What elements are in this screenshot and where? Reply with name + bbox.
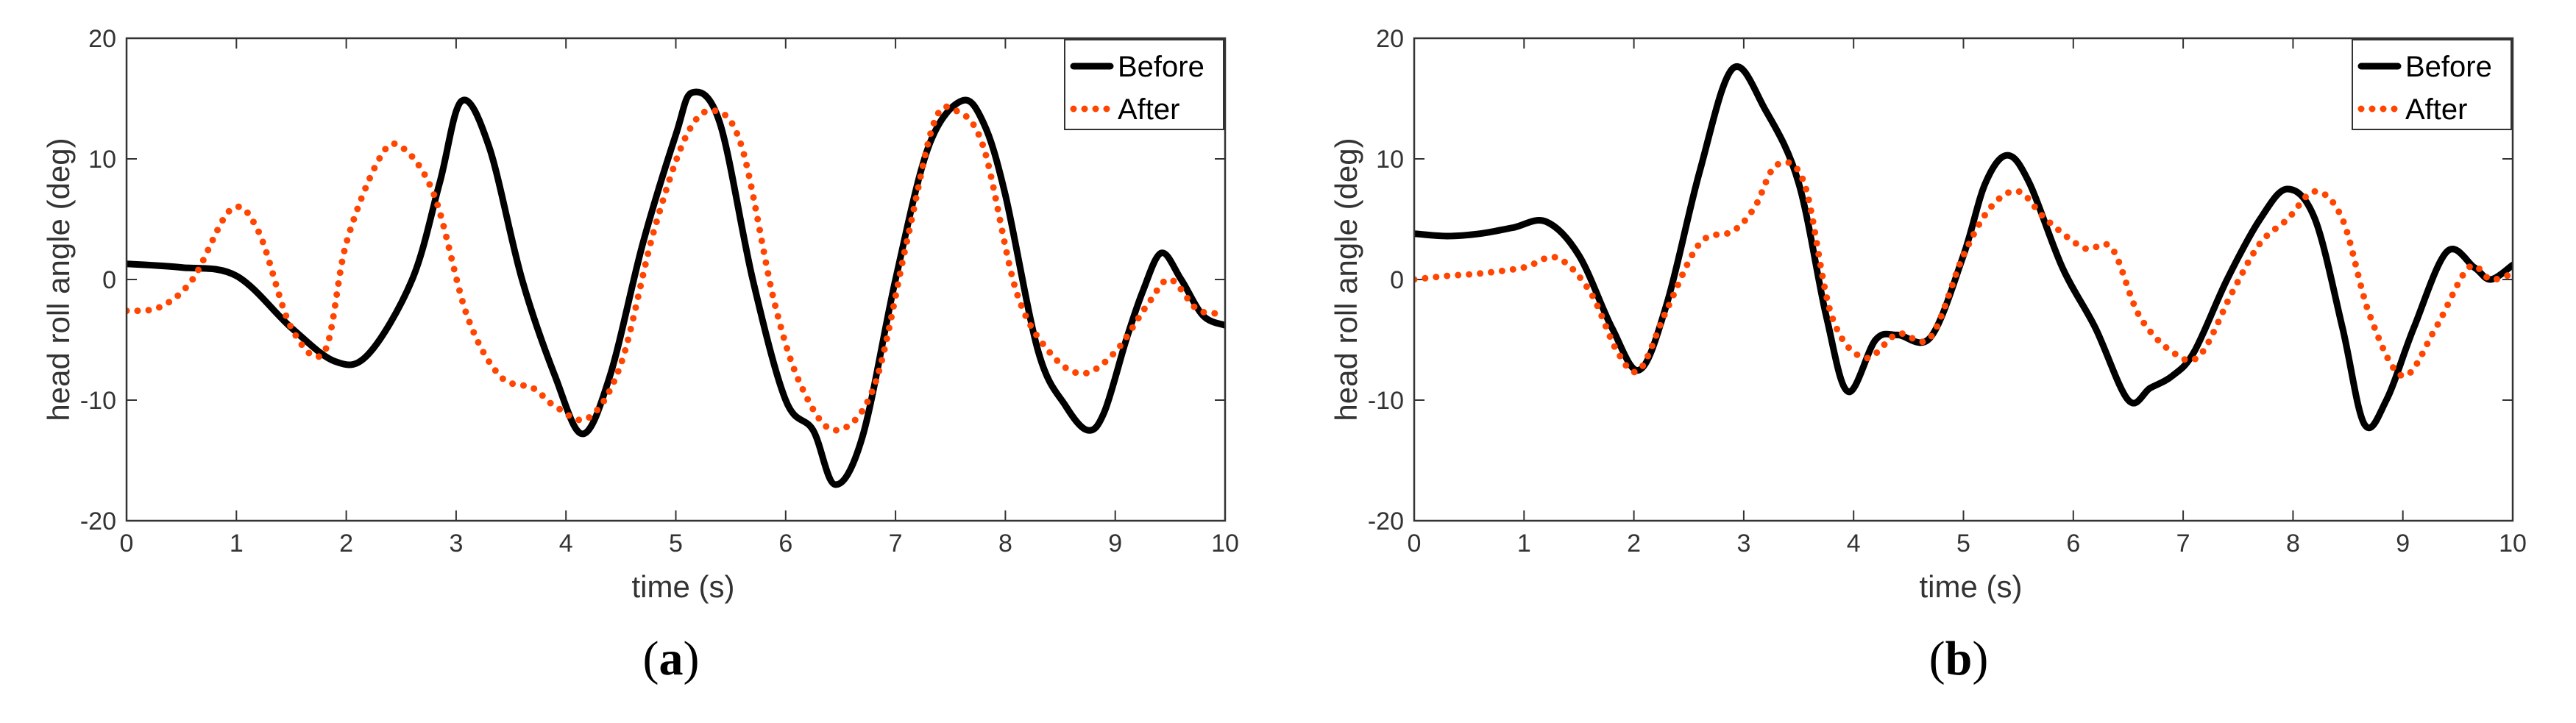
chart-b-xtick-label: 8 bbox=[2286, 530, 2300, 558]
chart-a-legend-after-label: After bbox=[1118, 93, 1179, 126]
chart-b-xtick-label: 1 bbox=[1517, 530, 1531, 558]
chart-b-ytick-label: 20 bbox=[1376, 25, 1404, 53]
chart-a-xtick-label: 6 bbox=[778, 530, 792, 558]
chart-a-xtick-label: 5 bbox=[669, 530, 683, 558]
chart-a-xtick-label: 7 bbox=[889, 530, 903, 558]
chart-b-ytick-label: -20 bbox=[1368, 507, 1404, 535]
chart-b-y-axis-title: head roll angle (deg) bbox=[1329, 138, 1363, 421]
chart-a-xtick-label: 2 bbox=[339, 530, 353, 558]
chart-a-legend-before-label: Before bbox=[1118, 51, 1204, 83]
chart-a-series-after-line bbox=[127, 103, 1225, 434]
chart-b-xtick-label: 0 bbox=[1408, 530, 1422, 558]
chart-a-xtick-label: 10 bbox=[1211, 530, 1239, 558]
chart-b-xtick-label: 2 bbox=[1627, 530, 1641, 558]
chart-a-ytick-label: 20 bbox=[88, 25, 116, 53]
chart-a-xtick-label: 1 bbox=[230, 530, 244, 558]
chart-a-xtick-label: 9 bbox=[1108, 530, 1122, 558]
chart-a-legend-box bbox=[1064, 39, 1224, 130]
chart-a-ytick-label: -10 bbox=[80, 387, 116, 415]
panel-label-a-text: a bbox=[659, 632, 684, 685]
chart-a-axes-box bbox=[125, 37, 1227, 522]
chart-b-xtick-label: 3 bbox=[1736, 530, 1750, 558]
chart-a-y-axis-title: head roll angle (deg) bbox=[41, 138, 76, 421]
chart-a-xtick-label: 0 bbox=[120, 530, 134, 558]
chart-panel-b: 0 1 2 3 4 5 6 7 8 9 10 -20 -10 0 10 20 time (s) head roll… bbox=[1288, 0, 2575, 723]
chart-b-x-axis-title: time (s) bbox=[1920, 569, 2023, 604]
chart-a-xtick-label: 8 bbox=[998, 530, 1012, 558]
chart-b-axes-box bbox=[1413, 37, 2514, 522]
chart-a-ytick-label: -20 bbox=[80, 507, 116, 535]
chart-b: 0 1 2 3 4 5 6 7 8 9 10 -20 -10 0 10 20 time (s) head roll… bbox=[1329, 25, 2527, 604]
chart-b-legend-box bbox=[2352, 39, 2512, 130]
chart-a-xtick-label: 4 bbox=[559, 530, 573, 558]
chart-a-series-before-line bbox=[127, 88, 1225, 488]
chart-panel-a: 0 1 2 3 4 5 6 7 8 9 10 -20 -10 0 10 20 time (s) head roll… bbox=[41, 25, 1239, 685]
panel-label-a: (a) bbox=[642, 632, 700, 685]
chart-b-ytick-label: 10 bbox=[1376, 146, 1404, 174]
chart-b-xtick-label: 5 bbox=[1956, 530, 1970, 558]
chart-b-xtick-label: 7 bbox=[2176, 530, 2190, 558]
chart-b-series-before-line bbox=[1414, 63, 2513, 432]
chart-b-series-after-line bbox=[1414, 159, 2513, 380]
chart-a: 0 1 2 3 4 5 6 7 8 9 10 -20 -10 0 10 20 time (s) head roll… bbox=[41, 25, 1239, 604]
chart-b-xtick-label: 6 bbox=[2066, 530, 2080, 558]
chart-b-xtick-label: 9 bbox=[2396, 530, 2410, 558]
chart-b-xtick-label: 10 bbox=[2499, 530, 2527, 558]
panel-label-b-text: b bbox=[1945, 632, 1973, 685]
chart-b-ytick-label: 0 bbox=[1390, 266, 1404, 294]
chart-b-legend-after-label: After bbox=[2405, 93, 2467, 126]
chart-a-ytick-label: 0 bbox=[102, 266, 116, 294]
panel-label-b: (b) bbox=[1929, 632, 1989, 685]
chart-a-x-axis-title: time (s) bbox=[632, 569, 735, 604]
chart-b-legend-before-label: Before bbox=[2405, 51, 2492, 83]
chart-a-xtick-label: 3 bbox=[449, 530, 463, 558]
chart-b-ytick-label: -10 bbox=[1368, 387, 1404, 415]
chart-a-ytick-label: 10 bbox=[88, 146, 116, 174]
chart-b-xtick-label: 4 bbox=[1847, 530, 1861, 558]
